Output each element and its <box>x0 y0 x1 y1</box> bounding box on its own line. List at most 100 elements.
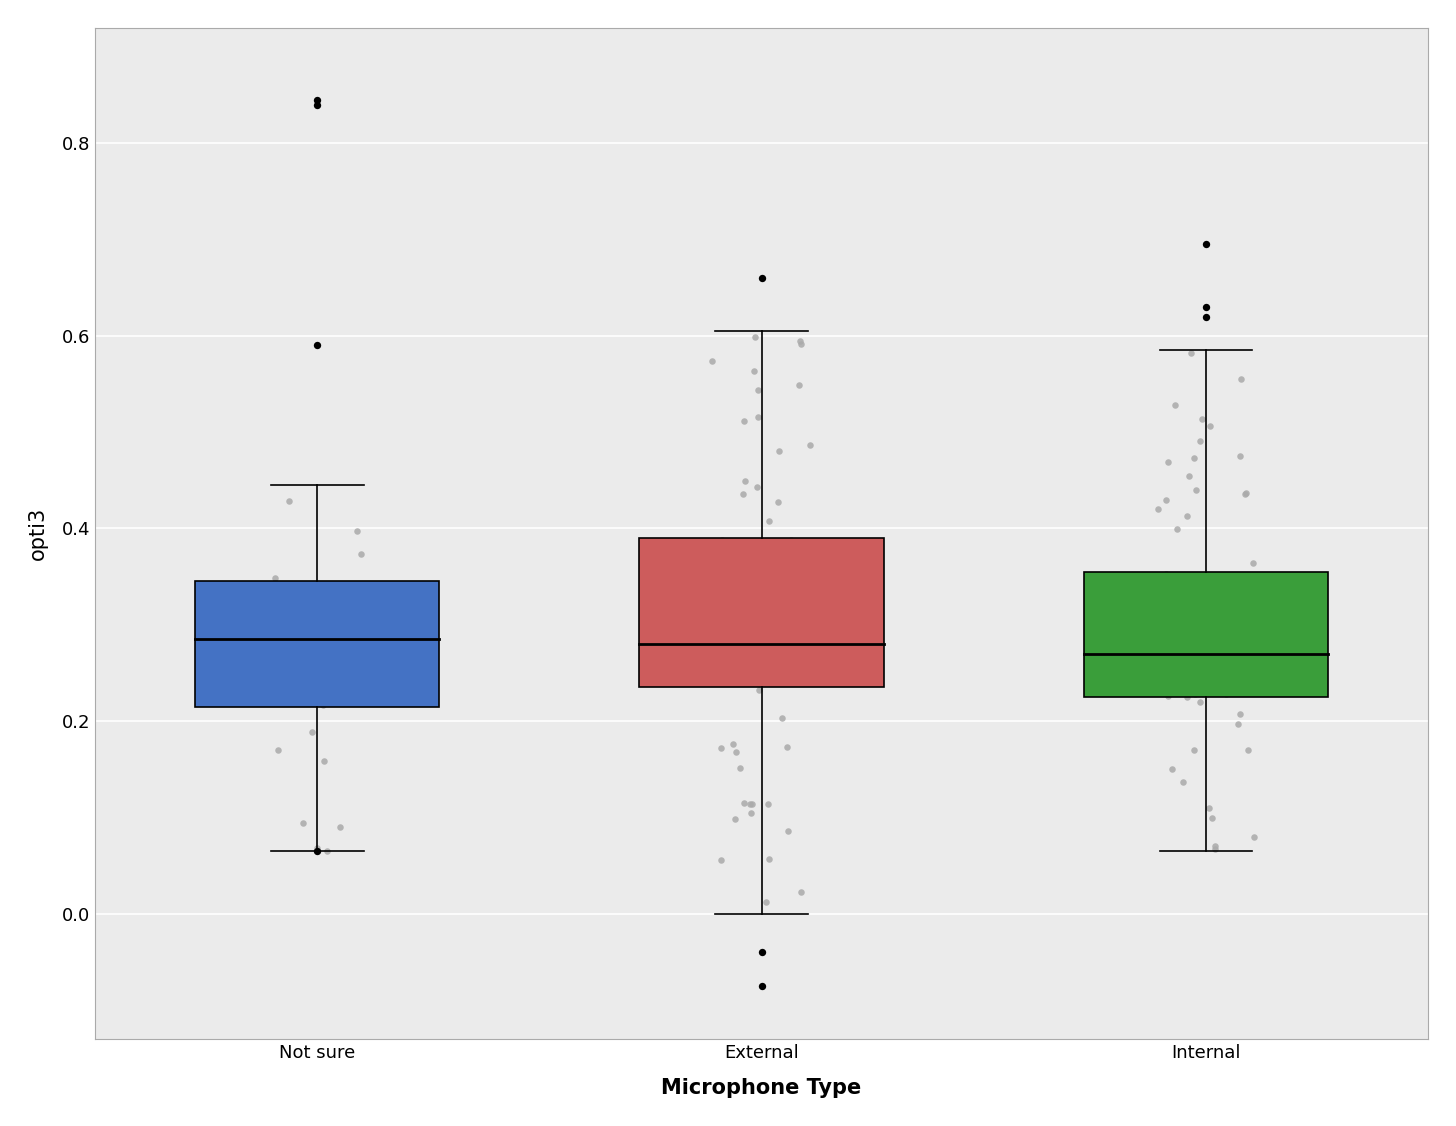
Point <box>1188 692 1211 711</box>
Point <box>750 269 773 287</box>
Point <box>1220 608 1243 626</box>
Point <box>1147 638 1171 656</box>
Point <box>1241 589 1264 607</box>
Point <box>1204 840 1227 858</box>
Point <box>1191 575 1214 593</box>
Point <box>700 351 724 369</box>
Point <box>745 477 769 495</box>
Point <box>1187 583 1210 601</box>
Point <box>724 582 747 600</box>
Point <box>1235 484 1258 502</box>
Point <box>753 586 776 604</box>
Point <box>788 376 811 394</box>
Point <box>1233 485 1257 503</box>
Point <box>1158 668 1181 686</box>
Point <box>1188 432 1211 450</box>
Point <box>1165 646 1188 664</box>
Point <box>743 361 766 379</box>
Point <box>737 582 760 600</box>
Point <box>1184 627 1207 645</box>
Point <box>724 589 747 607</box>
Point <box>732 638 756 656</box>
Point <box>264 569 287 587</box>
Point <box>715 655 738 673</box>
Point <box>751 635 775 653</box>
Point <box>1233 596 1257 614</box>
Point <box>705 662 728 680</box>
Point <box>729 667 753 685</box>
Point <box>724 810 747 828</box>
Point <box>1191 410 1214 428</box>
Point <box>278 668 301 686</box>
Point <box>1219 629 1242 647</box>
Point <box>708 604 731 622</box>
Point <box>293 575 316 593</box>
Point <box>713 631 737 649</box>
Point <box>1142 566 1165 584</box>
Point <box>724 586 747 604</box>
Point <box>1197 568 1220 586</box>
Point <box>1182 667 1206 685</box>
Point <box>732 472 756 490</box>
Point <box>722 555 745 573</box>
Point <box>313 654 336 672</box>
Point <box>1229 447 1252 465</box>
Point <box>316 842 339 860</box>
Point <box>757 512 780 530</box>
Point <box>1192 644 1216 662</box>
Point <box>1165 578 1188 596</box>
Point <box>1169 566 1192 584</box>
Point <box>349 545 373 563</box>
Point <box>1156 688 1179 706</box>
Point <box>1224 602 1248 620</box>
Point <box>1182 741 1206 759</box>
Point <box>1155 595 1178 613</box>
Point <box>709 739 732 757</box>
Point <box>703 672 727 690</box>
Point <box>732 627 756 645</box>
Point <box>748 681 772 699</box>
Point <box>716 554 740 572</box>
Point <box>748 592 772 610</box>
Point <box>296 670 319 688</box>
Point <box>786 616 810 634</box>
Point <box>1191 678 1214 696</box>
Point <box>1144 620 1168 638</box>
Point <box>1185 481 1208 499</box>
Point <box>1194 298 1217 316</box>
Point <box>786 660 810 678</box>
Point <box>1187 643 1210 661</box>
Point <box>731 536 754 554</box>
Point <box>756 795 779 813</box>
Point <box>1171 617 1194 635</box>
Bar <box>1083 572 1328 697</box>
Point <box>741 795 764 813</box>
Y-axis label: opti3: opti3 <box>28 507 48 560</box>
Point <box>1223 605 1246 623</box>
Point <box>1159 608 1182 626</box>
Point <box>1166 611 1190 629</box>
Point <box>1166 519 1190 537</box>
Point <box>354 581 377 599</box>
Point <box>700 598 724 616</box>
Point <box>1181 606 1204 624</box>
Point <box>1208 565 1232 583</box>
Point <box>1207 617 1230 635</box>
Point <box>750 976 773 994</box>
Point <box>277 601 300 619</box>
Point <box>767 589 791 607</box>
Point <box>1181 584 1204 602</box>
Point <box>1149 659 1172 677</box>
Point <box>728 535 751 553</box>
Point <box>268 658 291 676</box>
Point <box>325 613 348 631</box>
Point <box>304 694 328 712</box>
Point <box>1236 741 1259 759</box>
Point <box>345 655 368 673</box>
Point <box>1156 614 1179 632</box>
Point <box>1235 661 1258 679</box>
Point <box>789 332 812 350</box>
Point <box>1200 682 1223 700</box>
Point <box>1197 798 1220 816</box>
Point <box>1176 625 1200 643</box>
